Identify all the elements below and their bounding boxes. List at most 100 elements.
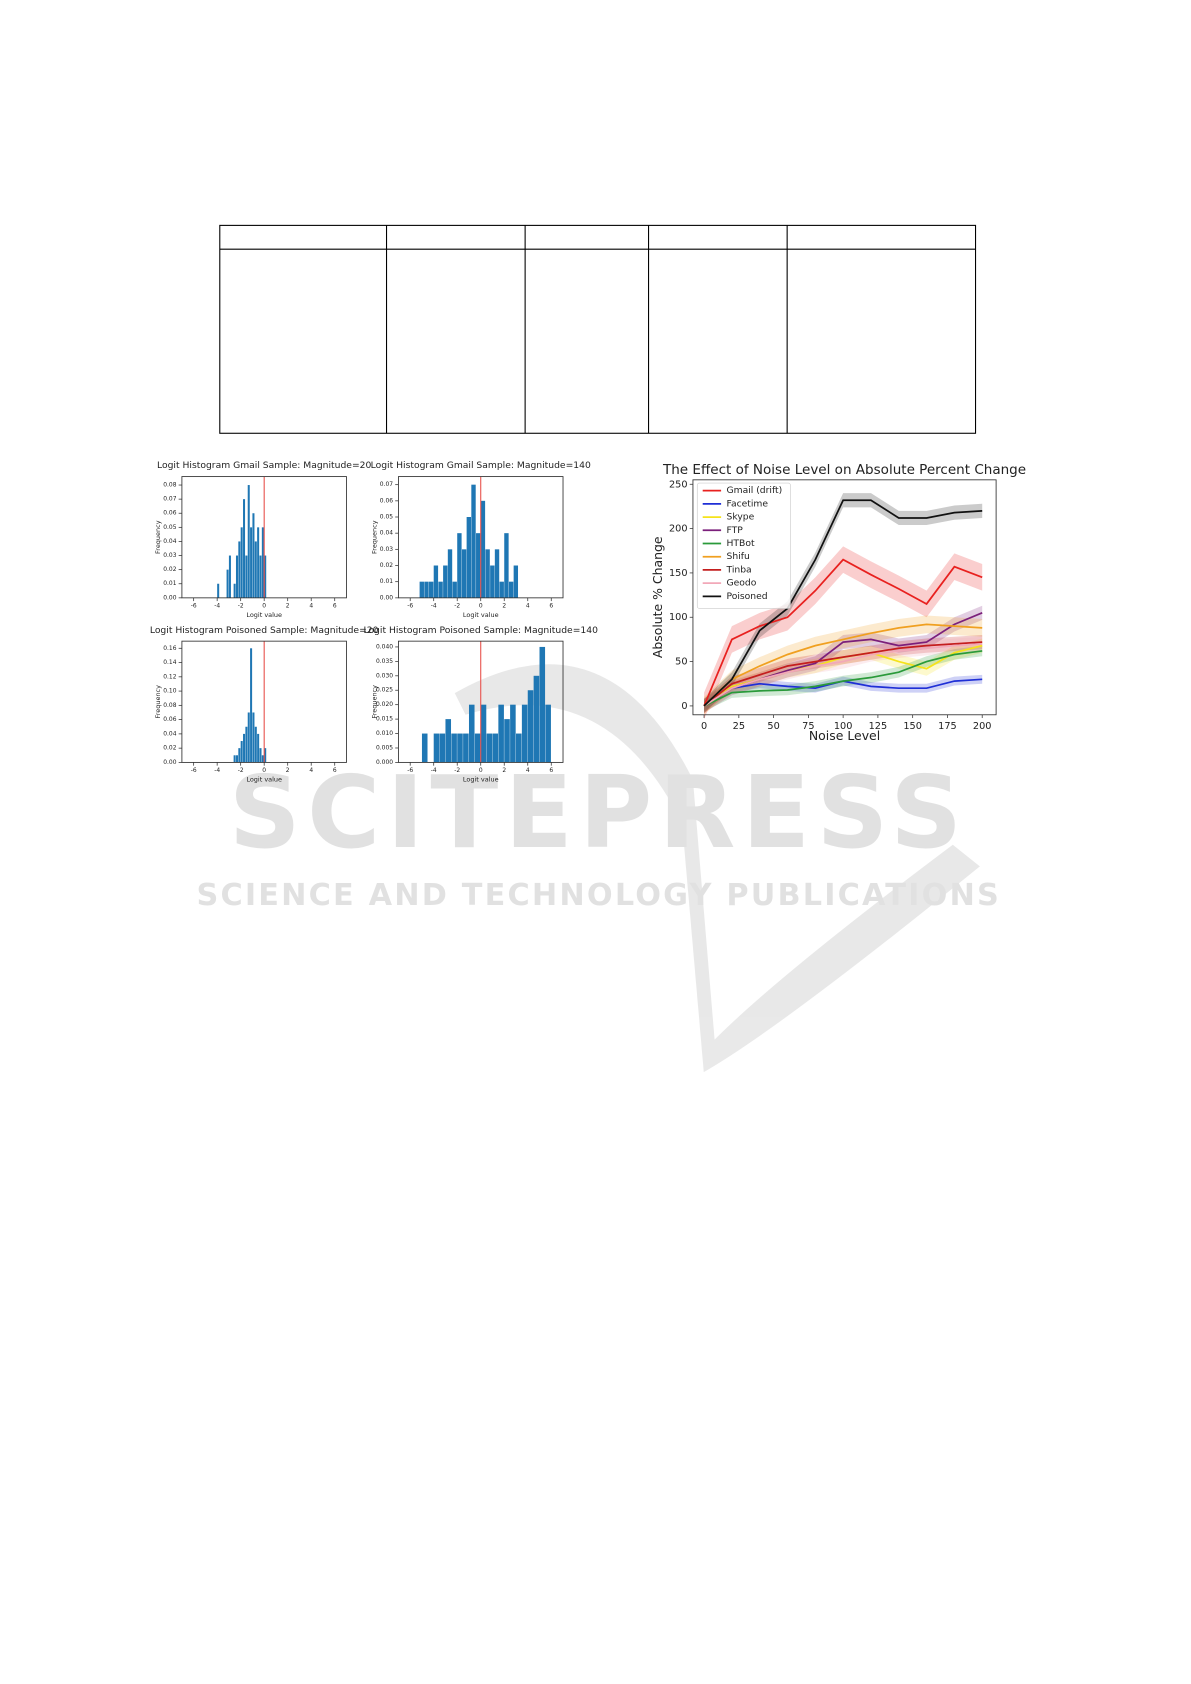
histogram-bar [228, 555, 231, 598]
chart-title: The Effect of Noise Level on Absolute Pe… [662, 462, 1026, 478]
histogram-bar [521, 704, 528, 763]
watermark-logo: SCITEPRESS [229, 756, 969, 871]
x-tick-label: 125 [869, 721, 888, 732]
histogram-bar [257, 733, 260, 763]
x-tick-label: 25 [733, 721, 745, 732]
histogram-bar [468, 704, 475, 763]
y-tick-label: 150 [669, 568, 688, 579]
histogram-bar [238, 748, 241, 763]
series-line [703, 558, 983, 707]
y-tick-label: 0 [681, 701, 687, 712]
x-tick-label: 2 [502, 602, 506, 609]
series-line [703, 499, 983, 707]
x-tick-label: 50 [767, 721, 779, 732]
histogram-bar [492, 733, 499, 763]
histogram-bar [471, 484, 476, 598]
histogram-bar [419, 581, 424, 598]
y-tick-label: 0.035 [376, 658, 393, 665]
histogram-bar [240, 527, 243, 598]
x-axis-label: Logit value [463, 611, 499, 619]
histogram-bar [233, 583, 236, 598]
y-tick-label: 0.07 [380, 481, 393, 488]
x-tick-label: -2 [454, 602, 460, 609]
legend-label: Facetime [727, 498, 769, 509]
y-tick-label: 0.10 [163, 688, 176, 695]
x-tick-label: 2 [286, 602, 290, 609]
histogram-bar [254, 541, 257, 598]
y-tick-label: 0.02 [163, 566, 176, 573]
x-tick-label: 75 [802, 721, 814, 732]
y-tick-label: 50 [675, 657, 687, 668]
y-tick-label: 0.06 [163, 716, 176, 723]
y-tick-label: 0.030 [376, 672, 393, 679]
histogram-bar [466, 517, 472, 598]
y-tick-label: 0.08 [163, 702, 176, 709]
histogram-bar [485, 549, 490, 598]
y-tick-label: 0.06 [380, 497, 393, 504]
y-axis-label: Frequency [371, 520, 379, 554]
x-tick-label: -6 [407, 602, 413, 609]
histogram-bar [508, 581, 514, 598]
x-tick-label: 0 [479, 602, 483, 609]
y-tick-label: 0.07 [163, 496, 176, 503]
histogram-bar [264, 555, 267, 598]
y-tick-label: 0.020 [376, 701, 393, 708]
histogram-bar [515, 733, 522, 763]
histogram-bar [424, 581, 429, 598]
histogram-bar [264, 748, 267, 763]
x-tick-label: 6 [549, 602, 553, 609]
y-axis-label: Absolute % Change [650, 536, 665, 658]
histogram-bar [252, 712, 255, 763]
x-tick-label: 0 [701, 721, 707, 732]
histogram-bar [439, 733, 446, 763]
histogram-bar [250, 527, 253, 598]
x-tick-label: -6 [407, 767, 413, 774]
histogram-bar [499, 581, 504, 598]
histogram-bar [504, 533, 509, 598]
histogram-bar [421, 733, 428, 763]
legend-label: Gmail (drift) [727, 485, 783, 496]
histogram-bar [447, 549, 453, 598]
plot-frame [181, 640, 347, 763]
histogram-bar [217, 583, 220, 598]
y-tick-label: 0.05 [163, 524, 176, 531]
x-tick-label: 6 [333, 767, 337, 774]
y-tick-label: 0.010 [376, 730, 393, 737]
confidence-band [704, 645, 983, 712]
y-tick-label: 0.02 [163, 745, 176, 752]
y-axis-label: Frequency [154, 520, 162, 554]
histogram-bar [510, 704, 516, 763]
watermark-swoosh [454, 664, 980, 1073]
histogram-bar [226, 569, 229, 598]
y-tick-label: 0.025 [376, 687, 393, 694]
legend-label: Geodo [727, 578, 757, 589]
y-tick-label: 0.000 [376, 759, 393, 766]
chart-title: Logit Histogram Gmail Sample: Magnitude=… [157, 460, 371, 471]
y-tick-label: 100 [669, 612, 688, 623]
y-tick-label: 0.00 [163, 594, 176, 601]
x-tick-label: -2 [238, 767, 244, 774]
histogram-bar [433, 565, 439, 598]
histogram-bar [504, 719, 510, 763]
x-tick-label: 0 [262, 602, 266, 609]
legend: Gmail (drift) Facetime Skype FTP HTBot Shifu T… [696, 482, 791, 609]
legend-label: Tinba [726, 564, 752, 575]
x-tick-label: -2 [238, 602, 244, 609]
x-tick-label: -4 [431, 602, 437, 609]
confidence-band [704, 546, 983, 720]
series-line [703, 641, 983, 707]
x-tick-label: -6 [191, 767, 197, 774]
series-line [703, 650, 983, 707]
x-tick-label: 2 [286, 767, 290, 774]
x-axis-label: Logit value [463, 776, 499, 784]
histogram-bar [233, 755, 236, 763]
watermark: SCITEPRESS SCIENCE AND TECHNOLOGY PUBLIC… [196, 664, 999, 1073]
histogram-bar [486, 733, 493, 763]
histogram-bar [243, 733, 246, 763]
y-tick-label: 0.00 [163, 759, 176, 766]
x-axis-label: Logit value [246, 611, 282, 619]
x-tick-label: 6 [549, 767, 553, 774]
histogram-bar [438, 581, 443, 598]
histogram-bar [452, 581, 457, 598]
y-tick-label: 0.04 [163, 538, 176, 545]
